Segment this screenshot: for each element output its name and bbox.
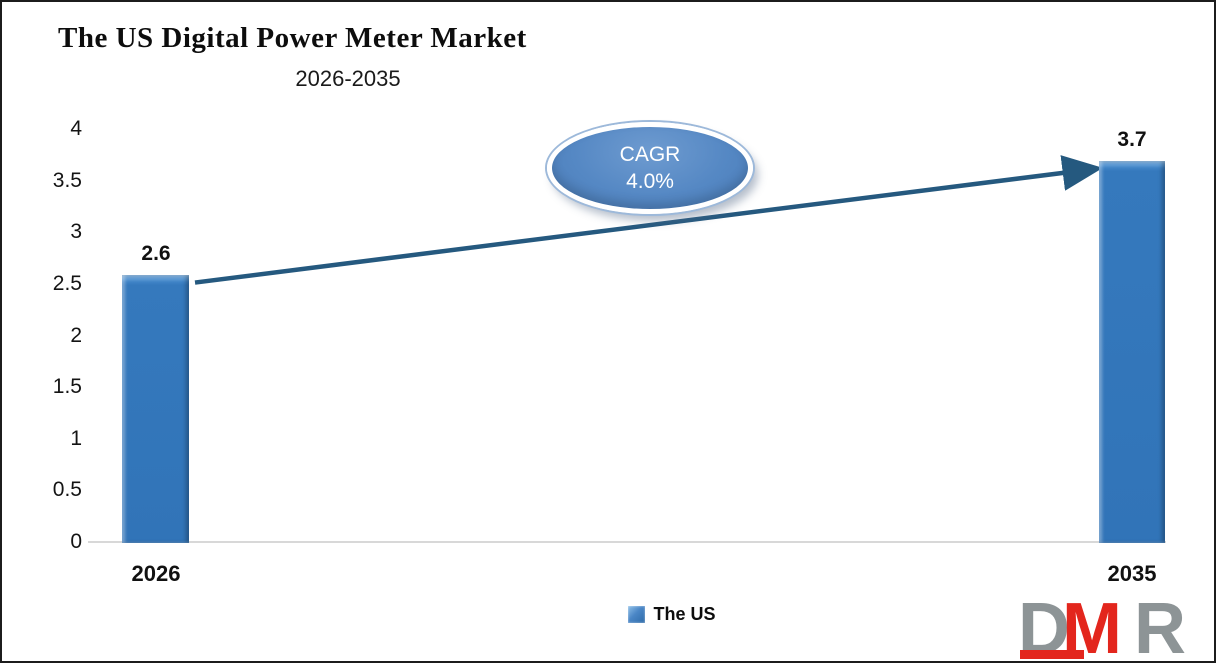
legend: The US — [562, 604, 782, 625]
y-axis-tick-label: 2 — [70, 323, 82, 347]
bar-2026 — [122, 274, 189, 543]
y-axis-tick-label: 0 — [70, 530, 82, 553]
y-axis-tick-label: 2.5 — [52, 271, 82, 295]
y-axis-tick-label: 0.5 — [52, 478, 82, 502]
chart-subtitle: 2026-2035 — [295, 66, 401, 91]
y-axis-tick-label: 3 — [70, 220, 82, 244]
cagr-badge: CAGR 4.0% — [547, 122, 753, 214]
chart-title: The US Digital Power Meter Market — [58, 22, 527, 54]
logo-red-bar — [1020, 650, 1084, 659]
x-axis-label-2026: 2026 — [131, 561, 181, 586]
logo-letter-d: D — [1018, 589, 1070, 663]
x-axis-line — [88, 541, 1166, 543]
value-label-2026: 2.6 — [141, 241, 171, 265]
y-axis-tick-label: 4 — [70, 117, 82, 140]
bar-2035 — [1099, 160, 1165, 543]
cagr-value: 4.0% — [626, 170, 674, 193]
legend-swatch-icon — [628, 606, 646, 623]
y-axis-tick-label: 1 — [70, 426, 82, 450]
logo-letter-m: M — [1062, 589, 1122, 663]
cagr-label: CAGR — [619, 142, 681, 166]
y-axis-tick-label: 1.5 — [52, 375, 82, 399]
logo-letter-r: R — [1134, 589, 1186, 663]
x-axis-label-2035: 2035 — [1107, 561, 1157, 586]
y-axis-tick-label: 3.5 — [52, 168, 82, 192]
legend-label: The US — [653, 604, 716, 624]
value-label-2035: 3.7 — [1117, 127, 1147, 151]
dmr-logo: D M R — [1018, 589, 1208, 661]
